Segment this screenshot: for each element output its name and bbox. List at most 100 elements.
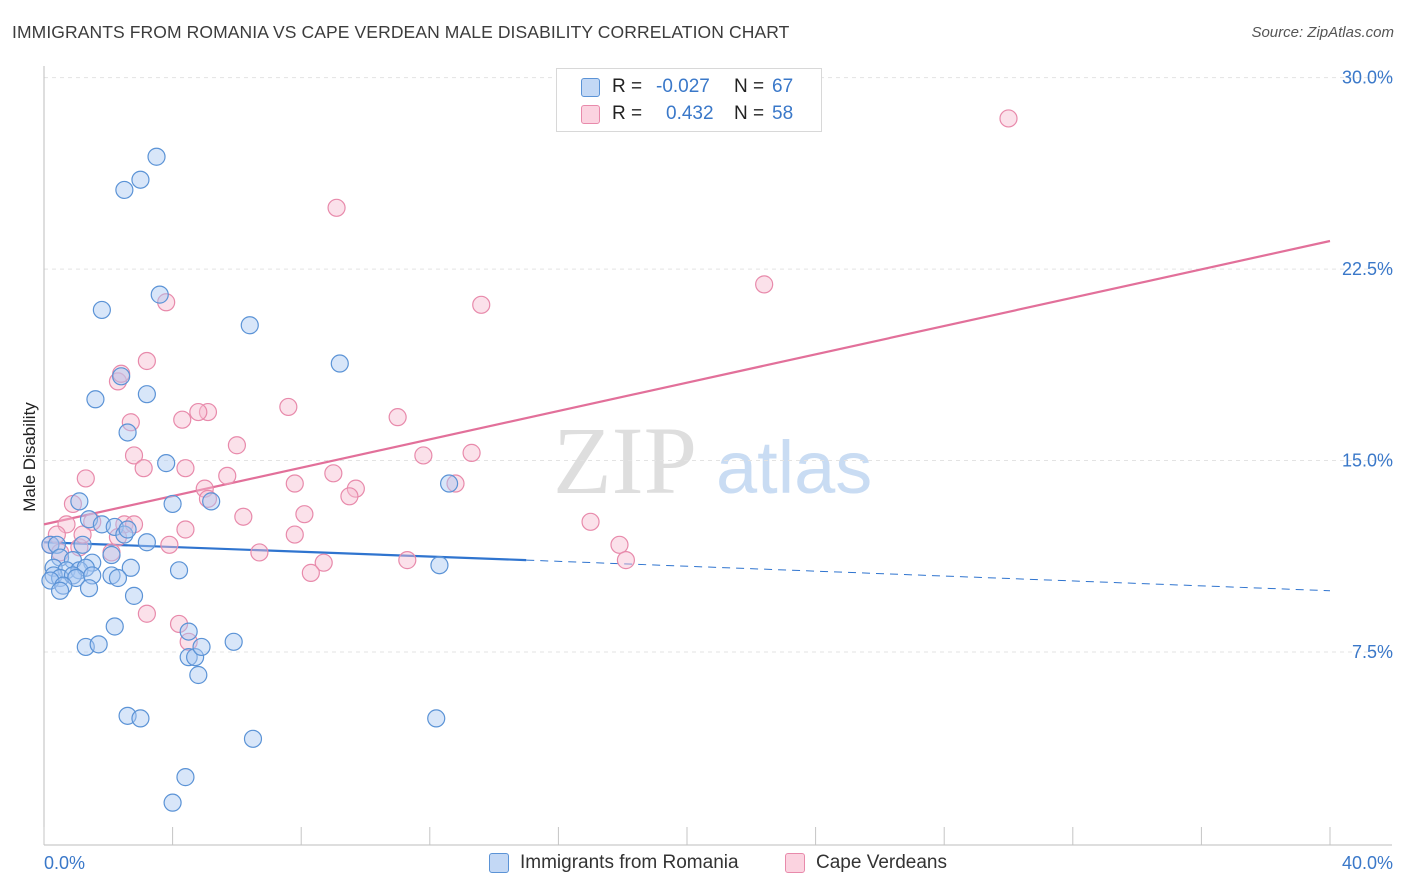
axes <box>43 66 1392 846</box>
legend-swatch-blue <box>489 853 509 873</box>
chart-title: IMMIGRANTS FROM ROMANIA VS CAPE VERDEAN … <box>12 22 790 42</box>
romania-point <box>108 568 128 588</box>
romania-point <box>118 423 137 442</box>
y-tick-label: 15.0% <box>1342 451 1393 471</box>
cape-verdean-point <box>218 466 237 485</box>
cape-verdean-point <box>999 109 1018 128</box>
cape-verdean-point <box>169 614 189 634</box>
cape-verdean-point <box>198 489 218 508</box>
romania-point <box>112 367 131 386</box>
cape-verdean-point <box>176 459 195 478</box>
cape-verdean-point <box>398 551 417 570</box>
cape-verdean-point <box>198 402 218 422</box>
cape-verdean-point <box>388 408 407 427</box>
trend-lines <box>43 239 1331 592</box>
romania-point <box>330 354 349 373</box>
romania-point <box>131 709 150 728</box>
romania-point <box>157 454 176 473</box>
romania-point <box>115 180 134 200</box>
romania-point <box>89 635 108 654</box>
legend-r-value: 0.432 <box>666 103 714 124</box>
legend-r-label: R = <box>612 76 643 97</box>
watermark-atlas: atlas <box>716 426 872 509</box>
romania-point <box>179 648 198 667</box>
romania-point <box>169 561 189 580</box>
cape-verdean-trend-line <box>43 239 1331 526</box>
romania-point <box>427 709 446 728</box>
romania-point <box>54 576 73 595</box>
romania-point <box>121 558 140 577</box>
cape-verdean-point <box>462 443 481 462</box>
watermark-zip: ZIP <box>553 407 697 514</box>
legend-item-cape-verdeans[interactable]: Cape Verdeans <box>785 852 947 874</box>
romania-point <box>147 147 166 166</box>
romania-point <box>118 520 137 539</box>
romania-point <box>163 793 182 812</box>
source-credit: Source: ZipAtlas.com <box>1251 24 1394 41</box>
series-legend: Immigrants from Romania Cape Verdeans <box>0 852 1406 878</box>
cape-verdean-point <box>250 543 269 562</box>
cape-verdean-point <box>301 563 320 582</box>
cape-verdean-point <box>340 487 359 506</box>
cape-verdean-point <box>173 410 192 429</box>
cape-verdean-point <box>76 469 95 488</box>
watermark: ZIP atlas <box>553 407 872 514</box>
legend-row-romania: R = -0.027 N = 67 <box>557 73 793 101</box>
romania-trend-line <box>43 541 527 562</box>
legend-n-label: N = <box>734 103 765 124</box>
cape-verdean-point <box>324 464 343 483</box>
romania-trend-extension <box>526 559 1331 592</box>
romania-point <box>70 492 89 511</box>
romania-point <box>192 637 211 657</box>
grid-lines <box>44 77 1392 653</box>
legend-swatch-blue <box>581 77 600 97</box>
cape-verdean-point <box>189 402 208 422</box>
romania-point <box>50 581 70 600</box>
cape-verdean-point <box>616 551 636 570</box>
cape-verdean-point <box>314 553 333 572</box>
romania-point <box>124 586 144 605</box>
cape-verdean-point <box>160 535 179 554</box>
romania-point <box>163 494 182 514</box>
romania-point <box>430 556 449 575</box>
romania-point <box>202 492 221 511</box>
legend-r-label: R = <box>612 103 643 124</box>
romania-point <box>137 385 156 404</box>
cape-verdean-point <box>73 525 92 544</box>
romania-point <box>105 617 124 636</box>
y-tick-label: 7.5% <box>1352 642 1393 662</box>
legend-n-value: 67 <box>772 76 794 97</box>
romania-point <box>189 665 208 685</box>
legend-item-romania[interactable]: Immigrants from Romania <box>489 852 739 874</box>
cape-verdean-point <box>134 459 153 478</box>
romania-point <box>102 545 121 565</box>
romania-point <box>243 729 263 748</box>
romania-point <box>186 648 205 667</box>
legend-swatch-pink <box>785 853 805 873</box>
x-tick-label: 40.0% <box>1342 853 1393 873</box>
romania-point <box>131 170 150 189</box>
cape-verdean-point <box>285 525 304 544</box>
cape-verdean-point <box>227 436 246 455</box>
romania-point <box>79 579 99 598</box>
legend-label-romania: Immigrants from Romania <box>520 852 739 873</box>
x-tick-label: 0.0% <box>44 853 85 873</box>
romania-point <box>115 525 134 544</box>
tick-labels: 7.5% 15.0% 22.5% 30.0% 0.0% 40.0% <box>44 68 1393 873</box>
cape-verdean-point <box>121 413 140 432</box>
cape-verdean-point <box>137 351 156 371</box>
cape-verdean-point <box>295 505 314 524</box>
legend-label-cape-verdeans: Cape Verdeans <box>816 852 947 873</box>
romania-point <box>150 285 169 304</box>
data-points <box>41 109 1018 812</box>
cape-verdean-point <box>472 295 491 314</box>
cape-verdean-point <box>414 446 433 465</box>
romania-point <box>176 768 195 787</box>
cape-verdean-point <box>279 397 298 417</box>
cape-verdean-point <box>285 474 304 493</box>
legend-n-label: N = <box>734 76 765 97</box>
cape-verdean-point <box>581 512 600 531</box>
legend-swatch-pink <box>581 104 600 124</box>
cape-verdean-point <box>610 535 629 554</box>
